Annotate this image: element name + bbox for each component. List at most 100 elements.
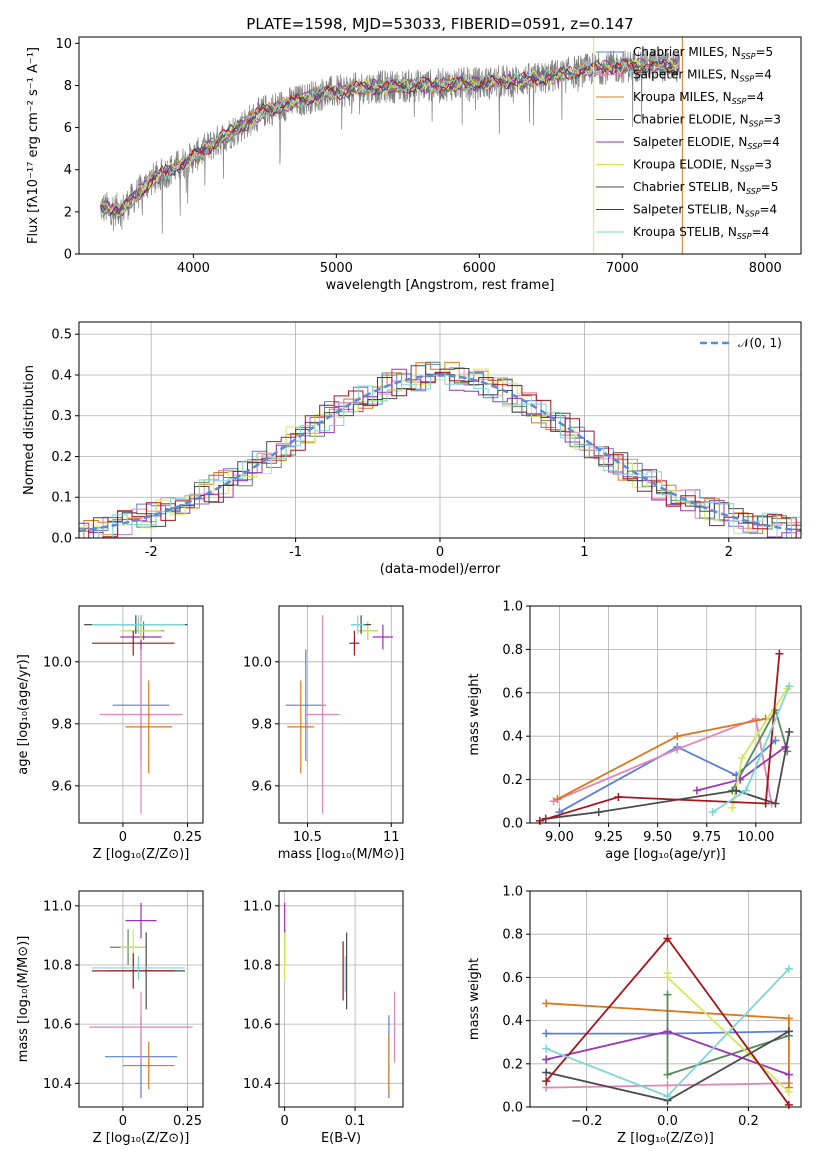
legend-suffix: =4 xyxy=(759,203,777,217)
legend-sub: SSP xyxy=(747,142,762,151)
weight-vs-age-xlabel: age [log₁₀(age/yr)] xyxy=(605,847,726,862)
weight-marker xyxy=(542,1055,551,1064)
legend-label: Kroupa STELIB, N xyxy=(633,225,737,239)
y-tick-label: 10.0 xyxy=(243,655,272,670)
errorbar-point xyxy=(125,680,172,774)
y-tick-label: 0.0 xyxy=(502,817,523,832)
weight-marker xyxy=(553,795,562,804)
legend-entry: Kroupa MILES, NSSP=4 xyxy=(633,90,764,106)
y-tick-label: 0.0 xyxy=(502,1101,523,1116)
weight-series-line xyxy=(553,717,773,804)
y-tick-label: 0.6 xyxy=(502,686,523,701)
errorbar-point xyxy=(122,1041,175,1090)
x-tick-label: 6000 xyxy=(463,261,496,276)
y-tick-label: 9.6 xyxy=(51,779,72,794)
mass-vs-Z-frame xyxy=(78,890,204,1108)
residuals-xlabel: (data-model)/error xyxy=(380,562,501,577)
legend-suffix: =3 xyxy=(763,113,781,127)
weight-marker xyxy=(663,990,672,999)
age-vs-mass-frame xyxy=(278,605,404,824)
weight-marker xyxy=(771,736,780,745)
legend-suffix: =5 xyxy=(755,45,773,59)
x-tick-label: -1 xyxy=(289,545,302,560)
legend-label: Kroupa MILES, N xyxy=(633,90,732,104)
weight-marker xyxy=(663,1092,672,1101)
legend-entry: Salpeter MILES, NSSP=4 xyxy=(633,68,772,84)
weight-marker xyxy=(738,753,747,762)
weight-series-line xyxy=(539,653,781,822)
weight-marker xyxy=(542,999,551,1008)
weight-marker xyxy=(785,682,794,691)
weight-marker xyxy=(784,1014,793,1023)
mass-vs-Z-ylabel: mass [log₁₀(M/M⊙)] xyxy=(16,936,31,1063)
errorbar-point xyxy=(89,991,193,1063)
mass-vs-Z-xlabel: Z [log₁₀(Z/Z⊙)] xyxy=(93,1131,190,1146)
weight-marker xyxy=(542,1068,551,1077)
spectrum-legend: Chabrier MILES, NSSP=5 Salpeter MILES, NS… xyxy=(596,45,781,241)
x-tick-label: 0 xyxy=(119,830,127,845)
weight-vs-Z-frame xyxy=(529,890,802,1108)
age-vs-Z-frame xyxy=(78,605,204,824)
weight-marker xyxy=(542,1044,551,1053)
weight-marker xyxy=(784,1087,793,1096)
age-vs-mass-xlabel: mass [log₁₀(M/M⊙)] xyxy=(278,847,405,862)
y-tick-label: 0.2 xyxy=(502,773,523,788)
legend-sub: SSP xyxy=(737,232,752,241)
x-tick-label: 10.5 xyxy=(293,830,322,845)
spectrum-model-8 xyxy=(99,56,680,217)
weight-marker xyxy=(663,973,672,982)
weight-marker xyxy=(784,1027,793,1036)
mass-vs-ebv-xlabel: E(B-V) xyxy=(321,1131,361,1146)
gaussian-legend-label: 𝒩(0, 1) xyxy=(738,336,782,350)
y-tick-label: 10.4 xyxy=(43,1077,72,1092)
y-tick-label: 0.1 xyxy=(51,491,72,506)
residual-histogram-2 xyxy=(79,361,801,538)
weight-marker xyxy=(614,792,623,801)
weight-series-line xyxy=(731,688,789,808)
errorbar-point xyxy=(287,680,315,774)
residuals-frame xyxy=(78,321,802,539)
weight-marker xyxy=(732,786,741,795)
y-tick-label: 0 xyxy=(64,248,72,263)
spectrum-observed xyxy=(100,48,680,234)
y-tick-label: 10.8 xyxy=(243,958,272,973)
legend-label: Chabrier ELODIE, N xyxy=(633,113,749,127)
spectrum-axes: 4000 5000 6000 7000 8000 0 2 4 6 8 10 wavelength [A… xyxy=(26,37,782,293)
age-vs-Z-xlabel: Z [log₁₀(Z/Z⊙)] xyxy=(93,847,190,862)
y-tick-label: 11.0 xyxy=(43,899,72,914)
weight-marker xyxy=(784,964,793,973)
legend-sub: SSP xyxy=(746,187,761,196)
y-tick-label: 10.4 xyxy=(243,1077,272,1092)
y-tick-label: 8 xyxy=(64,79,72,94)
legend-suffix: =5 xyxy=(761,180,779,194)
legend-entry: Salpeter ELODIE, NSSP=4 xyxy=(633,135,780,151)
y-tick-label: 1.0 xyxy=(502,600,523,615)
weight-marker xyxy=(784,1070,793,1079)
x-tick-label: 10.00 xyxy=(737,830,774,845)
errorbar-point xyxy=(125,902,157,939)
x-tick-label: 0.2 xyxy=(738,1114,759,1129)
legend-sub: SSP xyxy=(732,97,747,106)
y-tick-label: 9.6 xyxy=(251,779,272,794)
legend-sub: SSP xyxy=(741,52,756,61)
y-tick-label: 0.0 xyxy=(51,532,72,547)
y-tick-label: 0.6 xyxy=(502,971,523,986)
legend-entry: Chabrier MILES, NSSP=5 xyxy=(633,45,773,61)
weight-vs-age-ylabel: mass weight xyxy=(467,673,482,755)
x-tick-label: 0.0 xyxy=(657,1114,678,1129)
mass-vs-ebv-frame xyxy=(278,890,404,1108)
legend-suffix: =3 xyxy=(754,158,772,172)
legend-suffix: =4 xyxy=(752,225,770,239)
errorbar-point xyxy=(305,615,340,814)
weight-vs-age-frame xyxy=(529,605,802,824)
errorbar-point xyxy=(91,956,185,980)
errorbar-point xyxy=(91,630,175,656)
weight-vs-Z-xlabel: Z [log₁₀(Z/Z⊙)] xyxy=(617,1131,714,1146)
x-tick-label: −0.2 xyxy=(571,1114,603,1129)
spectrum-title: PLATE=1598, MJD=53033, FIBERID=0591, z=0… xyxy=(246,15,633,33)
x-tick-label: 0 xyxy=(280,1114,288,1129)
legend-entry: Kroupa STELIB, NSSP=4 xyxy=(633,225,769,241)
errorbar-point xyxy=(349,630,360,656)
y-tick-label: 0.4 xyxy=(51,368,72,383)
spectrum-frame xyxy=(78,36,802,255)
